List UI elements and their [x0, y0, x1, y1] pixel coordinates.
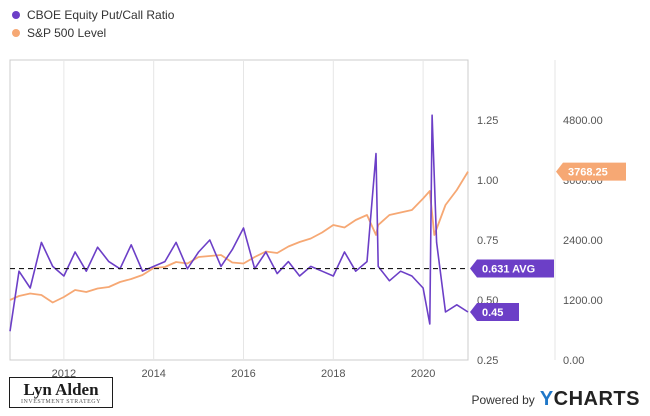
value-tags: 0.631 AVG 0.45 3768.25 [10, 162, 626, 321]
right-tick-label: 1200.00 [563, 295, 603, 307]
x-tick-label: 2014 [141, 368, 165, 380]
legend-dot-put-call [12, 11, 20, 19]
left-axis-ticks: 0.250.500.751.001.25 [477, 115, 498, 367]
value-tag-label: 0.45 [482, 307, 503, 319]
ycharts-logo: YCHARTS [539, 388, 640, 410]
logo-name: Lyn Alden [23, 380, 99, 399]
powered-by-ycharts[interactable]: Powered by YCHARTS [471, 388, 640, 411]
legend-label-sp500: S&P 500 Level [27, 26, 107, 40]
right-tick-label: 2400.00 [563, 235, 603, 247]
x-tick-label: 2016 [231, 368, 255, 380]
logo-tagline: INVESTMENT STRATEGY [21, 399, 101, 405]
right-tick-label: 0.00 [563, 355, 584, 367]
plot-area [9, 59, 469, 361]
grid-lines [63, 60, 556, 360]
legend-item-put-call[interactable]: CBOE Equity Put/Call Ratio [12, 6, 174, 24]
lyn-alden-logo: Lyn Alden INVESTMENT STRATEGY [9, 377, 113, 408]
left-tick-label: 1.00 [477, 175, 498, 187]
legend-item-sp500[interactable]: S&P 500 Level [12, 24, 174, 42]
powered-by-text: Powered by [471, 392, 535, 407]
value-tag-shape [556, 162, 626, 181]
right-tick-label: 4800.00 [563, 115, 603, 127]
value-tag-label: 0.631 AVG [482, 264, 535, 276]
legend-label-put-call: CBOE Equity Put/Call Ratio [27, 8, 175, 22]
x-tick-label: 2018 [321, 368, 345, 380]
sp500-line [9, 171, 469, 304]
value-tag-shape [470, 303, 519, 321]
legend-dot-sp500 [12, 29, 20, 37]
left-tick-label: 0.75 [477, 235, 498, 247]
x-tick-label: 2020 [411, 368, 435, 380]
left-tick-label: 1.25 [477, 115, 498, 127]
left-tick-label: 0.25 [477, 355, 498, 367]
value-tag-shape [470, 259, 554, 278]
value-tag-label: 3768.25 [568, 167, 608, 179]
chart-legend: CBOE Equity Put/Call Ratio S&P 500 Level [12, 6, 174, 42]
